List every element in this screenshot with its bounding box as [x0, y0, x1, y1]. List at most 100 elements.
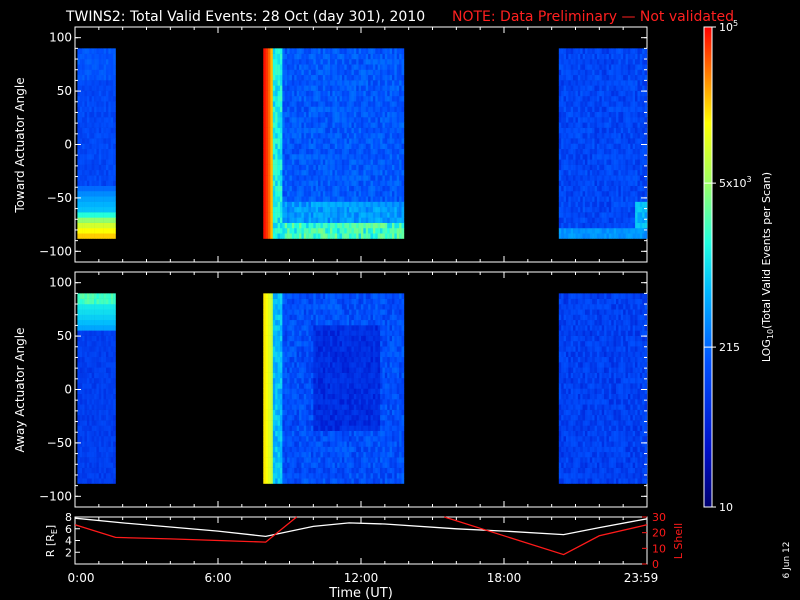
heatmap-cell — [635, 201, 638, 208]
heatmap-cell — [627, 95, 631, 102]
heatmap-cell — [635, 185, 638, 192]
heatmap-cell — [391, 64, 395, 70]
heatmap-cell — [391, 196, 395, 202]
heatmap-cell — [627, 58, 631, 65]
heatmap-cell — [594, 132, 598, 139]
heatmap-cell — [101, 233, 104, 239]
heatmap-cell — [315, 143, 319, 150]
heatmap-cell — [389, 95, 393, 102]
heatmap-cell — [272, 69, 276, 76]
heatmap-cell — [639, 190, 643, 197]
heatmap-cell — [632, 58, 636, 65]
heatmap-cell — [272, 74, 276, 81]
heatmap-cell — [272, 58, 276, 65]
heatmap-cell — [79, 298, 83, 305]
heatmap-cell — [394, 90, 398, 97]
heatmap-cell — [96, 356, 100, 363]
heatmap-cell — [79, 383, 83, 389]
heatmap-cell — [608, 53, 612, 60]
heatmap-cell — [79, 222, 83, 229]
heatmap-cell — [346, 64, 350, 70]
heatmap-cell — [275, 404, 278, 410]
heatmap-cell — [284, 138, 288, 144]
heatmap-cell — [613, 127, 617, 134]
heatmap-cell — [334, 74, 338, 81]
heatmap-cell — [108, 58, 112, 65]
heatmap-cell — [82, 340, 85, 347]
heatmap-cell — [308, 53, 312, 60]
heatmap-cell — [594, 111, 598, 118]
heatmap-cell — [630, 153, 633, 160]
heatmap-cell — [108, 180, 112, 186]
heatmap-cell — [265, 467, 269, 474]
heatmap-cell — [91, 101, 95, 107]
heatmap-cell — [103, 164, 107, 171]
heatmap-cell — [77, 351, 81, 358]
heatmap-cell — [565, 122, 569, 128]
heatmap-cell — [84, 185, 88, 192]
heatmap-cell — [387, 101, 390, 107]
heatmap-cell — [79, 180, 83, 186]
heatmap-cell — [589, 169, 593, 176]
heatmap-cell — [368, 101, 371, 107]
heatmap-cell — [279, 467, 283, 474]
heatmap-cell — [268, 217, 271, 223]
heatmap-cell — [105, 293, 109, 299]
heatmap-cell — [606, 48, 610, 54]
heatmap-cell — [110, 414, 114, 421]
heatmap-cell — [327, 69, 331, 76]
heatmap-cell — [268, 164, 271, 171]
heatmap-cell — [265, 372, 269, 379]
heatmap-cell — [268, 367, 271, 373]
heatmap-cell — [113, 64, 116, 70]
heatmap-cell — [592, 159, 595, 165]
heatmap-cell — [568, 233, 572, 239]
heatmap-cell — [365, 201, 369, 208]
heatmap-cell — [608, 148, 612, 155]
heatmap-cell — [337, 227, 340, 234]
heatmap-cell — [361, 222, 364, 229]
heatmap-cell — [339, 80, 343, 86]
heatmap-cell — [94, 122, 97, 128]
heatmap-cell — [363, 127, 367, 134]
heatmap-cell — [96, 217, 100, 223]
heatmap-cell — [86, 472, 90, 479]
heatmap-cell — [387, 122, 390, 128]
heatmap-cell — [620, 206, 624, 213]
heatmap-cell — [611, 58, 614, 65]
heatmap-cell — [630, 196, 633, 202]
heatmap-cell — [361, 58, 364, 65]
heatmap-cell — [287, 169, 290, 176]
heatmap-cell — [356, 101, 359, 107]
heatmap-cell — [387, 127, 390, 134]
heatmap-cell — [86, 95, 90, 102]
heatmap-cell — [108, 222, 112, 229]
heatmap-cell — [558, 64, 562, 70]
heatmap-cell — [96, 441, 100, 447]
heatmap-cell — [94, 362, 97, 368]
heatmap-cell — [587, 206, 591, 213]
heatmap-cell — [294, 64, 297, 70]
heatmap-cell — [282, 190, 286, 197]
heatmap-cell — [86, 169, 90, 176]
heatmap-cell — [325, 175, 328, 181]
heatmap-cell — [284, 90, 288, 97]
heatmap-cell — [370, 175, 374, 181]
heatmap-cell — [577, 69, 581, 76]
heatmap-cell — [265, 90, 269, 97]
heatmap-cell — [86, 85, 90, 91]
heatmap-cell — [644, 111, 648, 118]
heatmap-cell — [289, 58, 293, 65]
heatmap-cell — [613, 201, 617, 208]
heatmap-cell — [382, 190, 386, 197]
heatmap-cell — [82, 212, 85, 218]
heatmap-cell — [344, 212, 347, 218]
heatmap-cell — [322, 217, 326, 223]
heatmap-cell — [263, 185, 266, 192]
heatmap-cell — [565, 53, 569, 60]
heatmap-cell — [82, 409, 85, 416]
heatmap-cell — [79, 377, 83, 384]
heatmap-cell — [282, 80, 286, 86]
heatmap-cell — [637, 148, 641, 155]
heatmap-cell — [573, 153, 576, 160]
